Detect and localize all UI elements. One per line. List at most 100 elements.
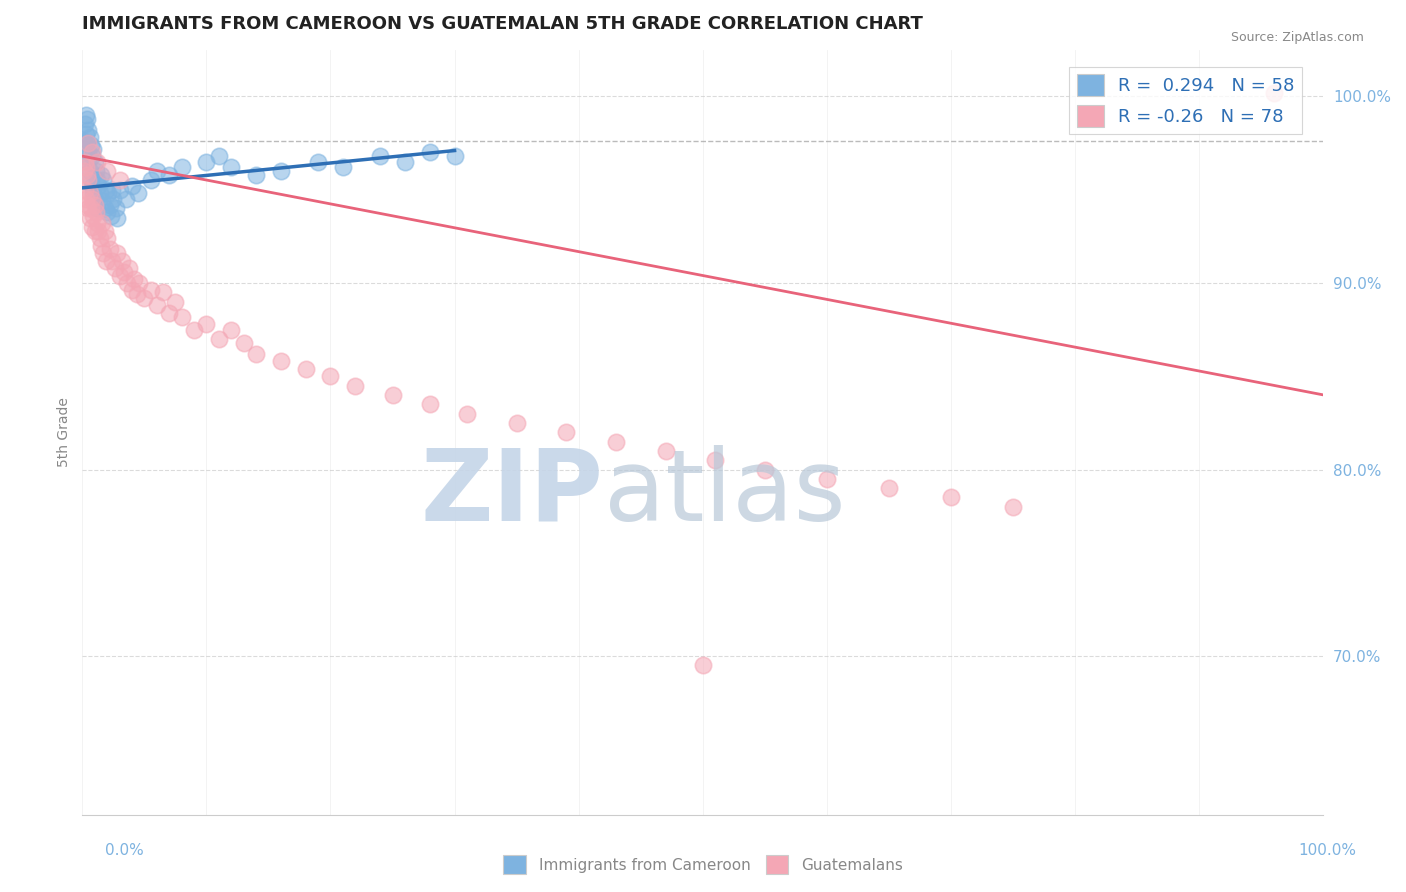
Point: [294, 361, 316, 376]
Point: [96, 164, 118, 178]
Point: [124, 272, 146, 286]
Point: [89, 186, 111, 201]
Point: [75, 161, 97, 175]
Point: [127, 186, 149, 201]
Point: [93, 173, 115, 187]
Point: [77, 173, 100, 187]
Point: [754, 462, 776, 476]
Point: [121, 284, 143, 298]
Point: [555, 425, 578, 440]
Point: [76, 112, 98, 126]
Point: [76, 168, 98, 182]
Point: [83, 154, 105, 169]
Point: [82, 192, 104, 206]
Point: [170, 310, 193, 324]
Point: [84, 164, 107, 178]
Point: [232, 335, 254, 350]
Point: [245, 347, 267, 361]
Point: [82, 142, 104, 156]
Point: [96, 231, 118, 245]
Point: [114, 192, 136, 206]
Point: [139, 173, 162, 187]
Point: [368, 149, 391, 163]
Point: [505, 416, 527, 430]
Point: [419, 397, 441, 411]
Text: Source: ZipAtlas.com: Source: ZipAtlas.com: [1230, 31, 1364, 45]
Point: [208, 149, 231, 163]
Point: [245, 168, 267, 182]
Point: [87, 179, 110, 194]
Point: [165, 294, 187, 309]
Point: [108, 173, 131, 187]
Point: [86, 154, 108, 169]
Point: [208, 332, 231, 346]
Point: [145, 164, 167, 178]
Point: [877, 481, 900, 495]
Point: [101, 253, 124, 268]
Point: [77, 123, 100, 137]
Point: [76, 136, 98, 150]
Point: [82, 145, 104, 160]
Point: [73, 183, 96, 197]
Point: [125, 287, 148, 301]
Point: [104, 202, 127, 216]
Point: [77, 145, 100, 160]
Point: [90, 238, 112, 252]
Point: [319, 369, 342, 384]
Point: [82, 149, 104, 163]
Point: [456, 407, 478, 421]
Point: [72, 134, 94, 148]
Point: [75, 192, 97, 206]
Point: [381, 388, 404, 402]
Point: [73, 154, 96, 169]
Point: [704, 453, 727, 467]
Point: [83, 192, 105, 206]
Point: [90, 168, 112, 182]
Point: [108, 268, 131, 283]
Point: [103, 261, 125, 276]
Text: IMMIGRANTS FROM CAMEROON VS GUATEMALAN 5TH GRADE CORRELATION CHART: IMMIGRANTS FROM CAMEROON VS GUATEMALAN 5…: [83, 15, 924, 33]
Point: [82, 186, 104, 201]
Point: [79, 164, 101, 178]
Point: [183, 323, 205, 337]
Point: [692, 658, 714, 673]
Point: [270, 164, 292, 178]
Point: [307, 154, 329, 169]
Point: [86, 216, 108, 230]
Point: [815, 472, 838, 486]
Point: [157, 306, 180, 320]
Point: [83, 224, 105, 238]
Y-axis label: 5th Grade: 5th Grade: [58, 397, 72, 467]
Point: [128, 276, 150, 290]
Point: [86, 173, 108, 187]
Point: [87, 224, 110, 238]
Point: [98, 243, 121, 257]
Point: [80, 202, 103, 216]
Point: [332, 161, 354, 175]
Point: [77, 136, 100, 150]
Point: [219, 161, 242, 175]
Point: [79, 130, 101, 145]
Point: [145, 298, 167, 312]
Point: [170, 161, 193, 175]
Point: [73, 149, 96, 163]
Point: [114, 265, 136, 279]
Point: [1263, 86, 1285, 100]
Text: 0.0%: 0.0%: [105, 843, 145, 858]
Point: [73, 118, 96, 132]
Point: [83, 197, 105, 211]
Point: [91, 194, 114, 208]
Point: [100, 209, 122, 223]
Point: [443, 149, 465, 163]
Point: [96, 205, 118, 219]
Point: [98, 197, 121, 211]
Point: [82, 220, 104, 235]
Text: atlas: atlas: [603, 445, 845, 541]
Point: [75, 127, 97, 141]
Point: [152, 285, 174, 300]
Point: [93, 224, 115, 238]
Point: [77, 202, 100, 216]
Point: [118, 261, 141, 276]
Point: [134, 291, 156, 305]
Point: [195, 154, 218, 169]
